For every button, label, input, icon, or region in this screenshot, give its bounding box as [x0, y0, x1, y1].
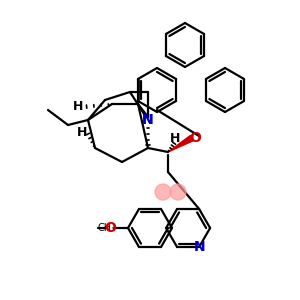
Polygon shape: [168, 135, 194, 152]
Circle shape: [170, 184, 186, 200]
Text: H: H: [77, 125, 87, 139]
Text: H: H: [73, 100, 83, 113]
Text: CH₃: CH₃: [98, 223, 116, 233]
Text: N: N: [193, 240, 205, 254]
Text: H: H: [170, 131, 180, 145]
Text: N: N: [142, 113, 154, 127]
Text: O: O: [104, 221, 116, 235]
Circle shape: [155, 184, 171, 200]
Text: N: N: [142, 113, 154, 127]
Text: O: O: [189, 131, 201, 145]
